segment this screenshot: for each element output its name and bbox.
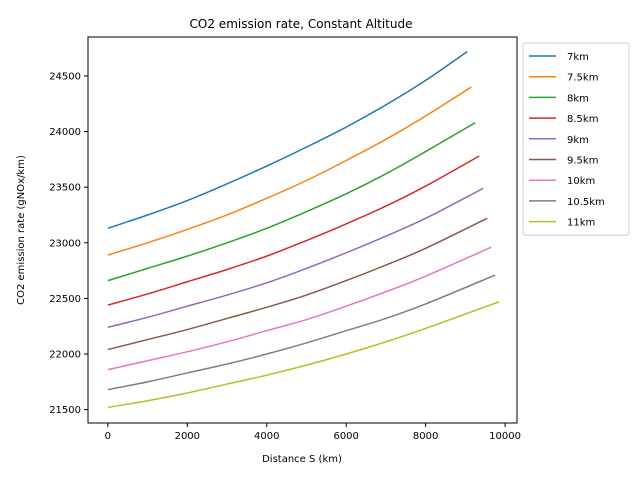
y-tick-label: 24000 xyxy=(49,127,81,138)
legend-label-9km: 9km xyxy=(567,135,589,146)
series-line-10.5km xyxy=(107,274,496,391)
legend: 7km 7.5km 8km 8.5km 9km 9.5km 10km 10.5km 11km xyxy=(522,42,630,236)
y-tick-label: 22000 xyxy=(49,350,81,361)
legend-label-10km: 10km xyxy=(567,176,595,187)
series-line-11km xyxy=(107,301,500,409)
x-tick-label: 10000 xyxy=(489,431,521,442)
series-line-9.5km xyxy=(107,217,488,351)
x-tick-label: 0 xyxy=(105,431,111,442)
series-line-7km xyxy=(107,50,468,230)
y-tick-label: 23500 xyxy=(49,183,81,194)
y-tick-label: 22500 xyxy=(49,294,81,305)
legend-label-8.5km: 8.5km xyxy=(567,114,598,125)
x-tick-label: 4000 xyxy=(254,431,279,442)
series-line-7.5km xyxy=(107,86,472,256)
y-tick-label: 23000 xyxy=(49,238,81,249)
x-tick-label: 6000 xyxy=(333,431,358,442)
y-axis-label: CO2 emission rate (gNOx/km) xyxy=(16,155,27,305)
plot-area xyxy=(107,50,500,409)
legend-label-11km: 11km xyxy=(567,218,595,229)
series-line-8km xyxy=(107,122,476,282)
legend-label-7.5km: 7.5km xyxy=(567,73,598,84)
y-tick-label: 21500 xyxy=(49,405,81,416)
series-line-10km xyxy=(107,246,492,371)
legend-label-8km: 8km xyxy=(567,93,589,104)
legend-label-10.5km: 10.5km xyxy=(567,197,605,208)
plot-frame xyxy=(87,36,518,424)
legend-label-9.5km: 9.5km xyxy=(567,156,598,167)
series-line-8.5km xyxy=(107,155,480,306)
chart-title: CO2 emission rate, Constant Altitude xyxy=(190,17,413,31)
y-tick-label: 24500 xyxy=(49,71,81,82)
x-axis-label: Distance S (km) xyxy=(262,454,342,465)
series-line-9km xyxy=(107,187,484,329)
legend-label-7km: 7km xyxy=(567,52,589,63)
legend-box xyxy=(522,42,630,236)
x-tick-label: 2000 xyxy=(175,431,200,442)
axis-ticks: 0 2000 4000 6000 8000 10000 21500 22000 22500 230… xyxy=(49,71,521,442)
x-tick-label: 8000 xyxy=(413,431,438,442)
